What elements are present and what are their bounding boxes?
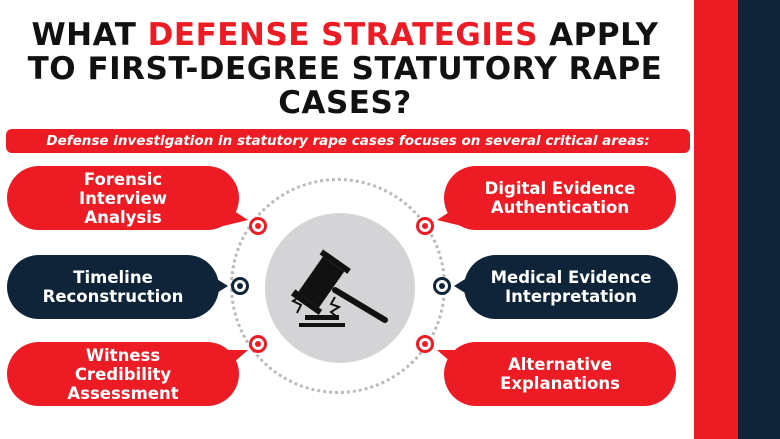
target-dot-icon	[416, 217, 434, 235]
tail-left-1	[215, 205, 248, 228]
bubble-medical-evidence-interpretation: Medical Evidence Interpretation	[464, 255, 678, 319]
target-dot-icon	[231, 277, 249, 295]
bubble-label: Forensic Interview Analysis	[79, 169, 167, 227]
title-line-2: TO FIRST-DEGREE STATUTORY RAPE	[27, 51, 663, 87]
bubble-forensic-interview-analysis: Forensic Interview Analysis	[7, 166, 239, 230]
decorative-stripe-navy	[738, 0, 780, 439]
tail-right-1	[437, 205, 470, 228]
title-line-3: CASES?	[278, 85, 412, 121]
bubble-digital-evidence-authentication: Digital Evidence Authentication	[444, 166, 676, 230]
bubble-label: Medical Evidence Interpretation	[490, 268, 652, 306]
page-title: WHAT DEFENSE STRATEGIES APPLY TO FIRST-D…	[0, 18, 690, 120]
tail-left-2	[212, 276, 228, 296]
gavel-icon	[290, 249, 388, 327]
title-accent: DEFENSE STRATEGIES	[147, 17, 538, 53]
bubble-label: Timeline Reconstruction	[42, 268, 184, 306]
bubble-label: Digital Evidence Authentication	[484, 179, 636, 217]
tail-right-2	[454, 276, 470, 296]
center-disc	[265, 213, 415, 363]
tail-left-3	[225, 350, 248, 370]
target-dot-icon	[433, 277, 451, 295]
bubble-label: Witness Credibility Assessment	[67, 345, 179, 403]
title-text: WHAT	[31, 17, 148, 53]
tail-right-3	[437, 350, 460, 370]
bubble-alternative-explanations: Alternative Explanations	[444, 342, 676, 406]
title-text: APPLY	[537, 17, 659, 53]
bubble-label: Alternative Explanations	[500, 355, 620, 393]
bubble-witness-credibility-assessment: Witness Credibility Assessment	[7, 342, 239, 406]
target-dot-icon	[416, 335, 434, 353]
decorative-stripe-red	[694, 0, 738, 439]
target-dot-icon	[249, 217, 267, 235]
bubble-timeline-reconstruction: Timeline Reconstruction	[7, 255, 219, 319]
subtitle-banner: Defense investigation in statutory rape …	[6, 129, 690, 153]
target-dot-icon	[249, 335, 267, 353]
